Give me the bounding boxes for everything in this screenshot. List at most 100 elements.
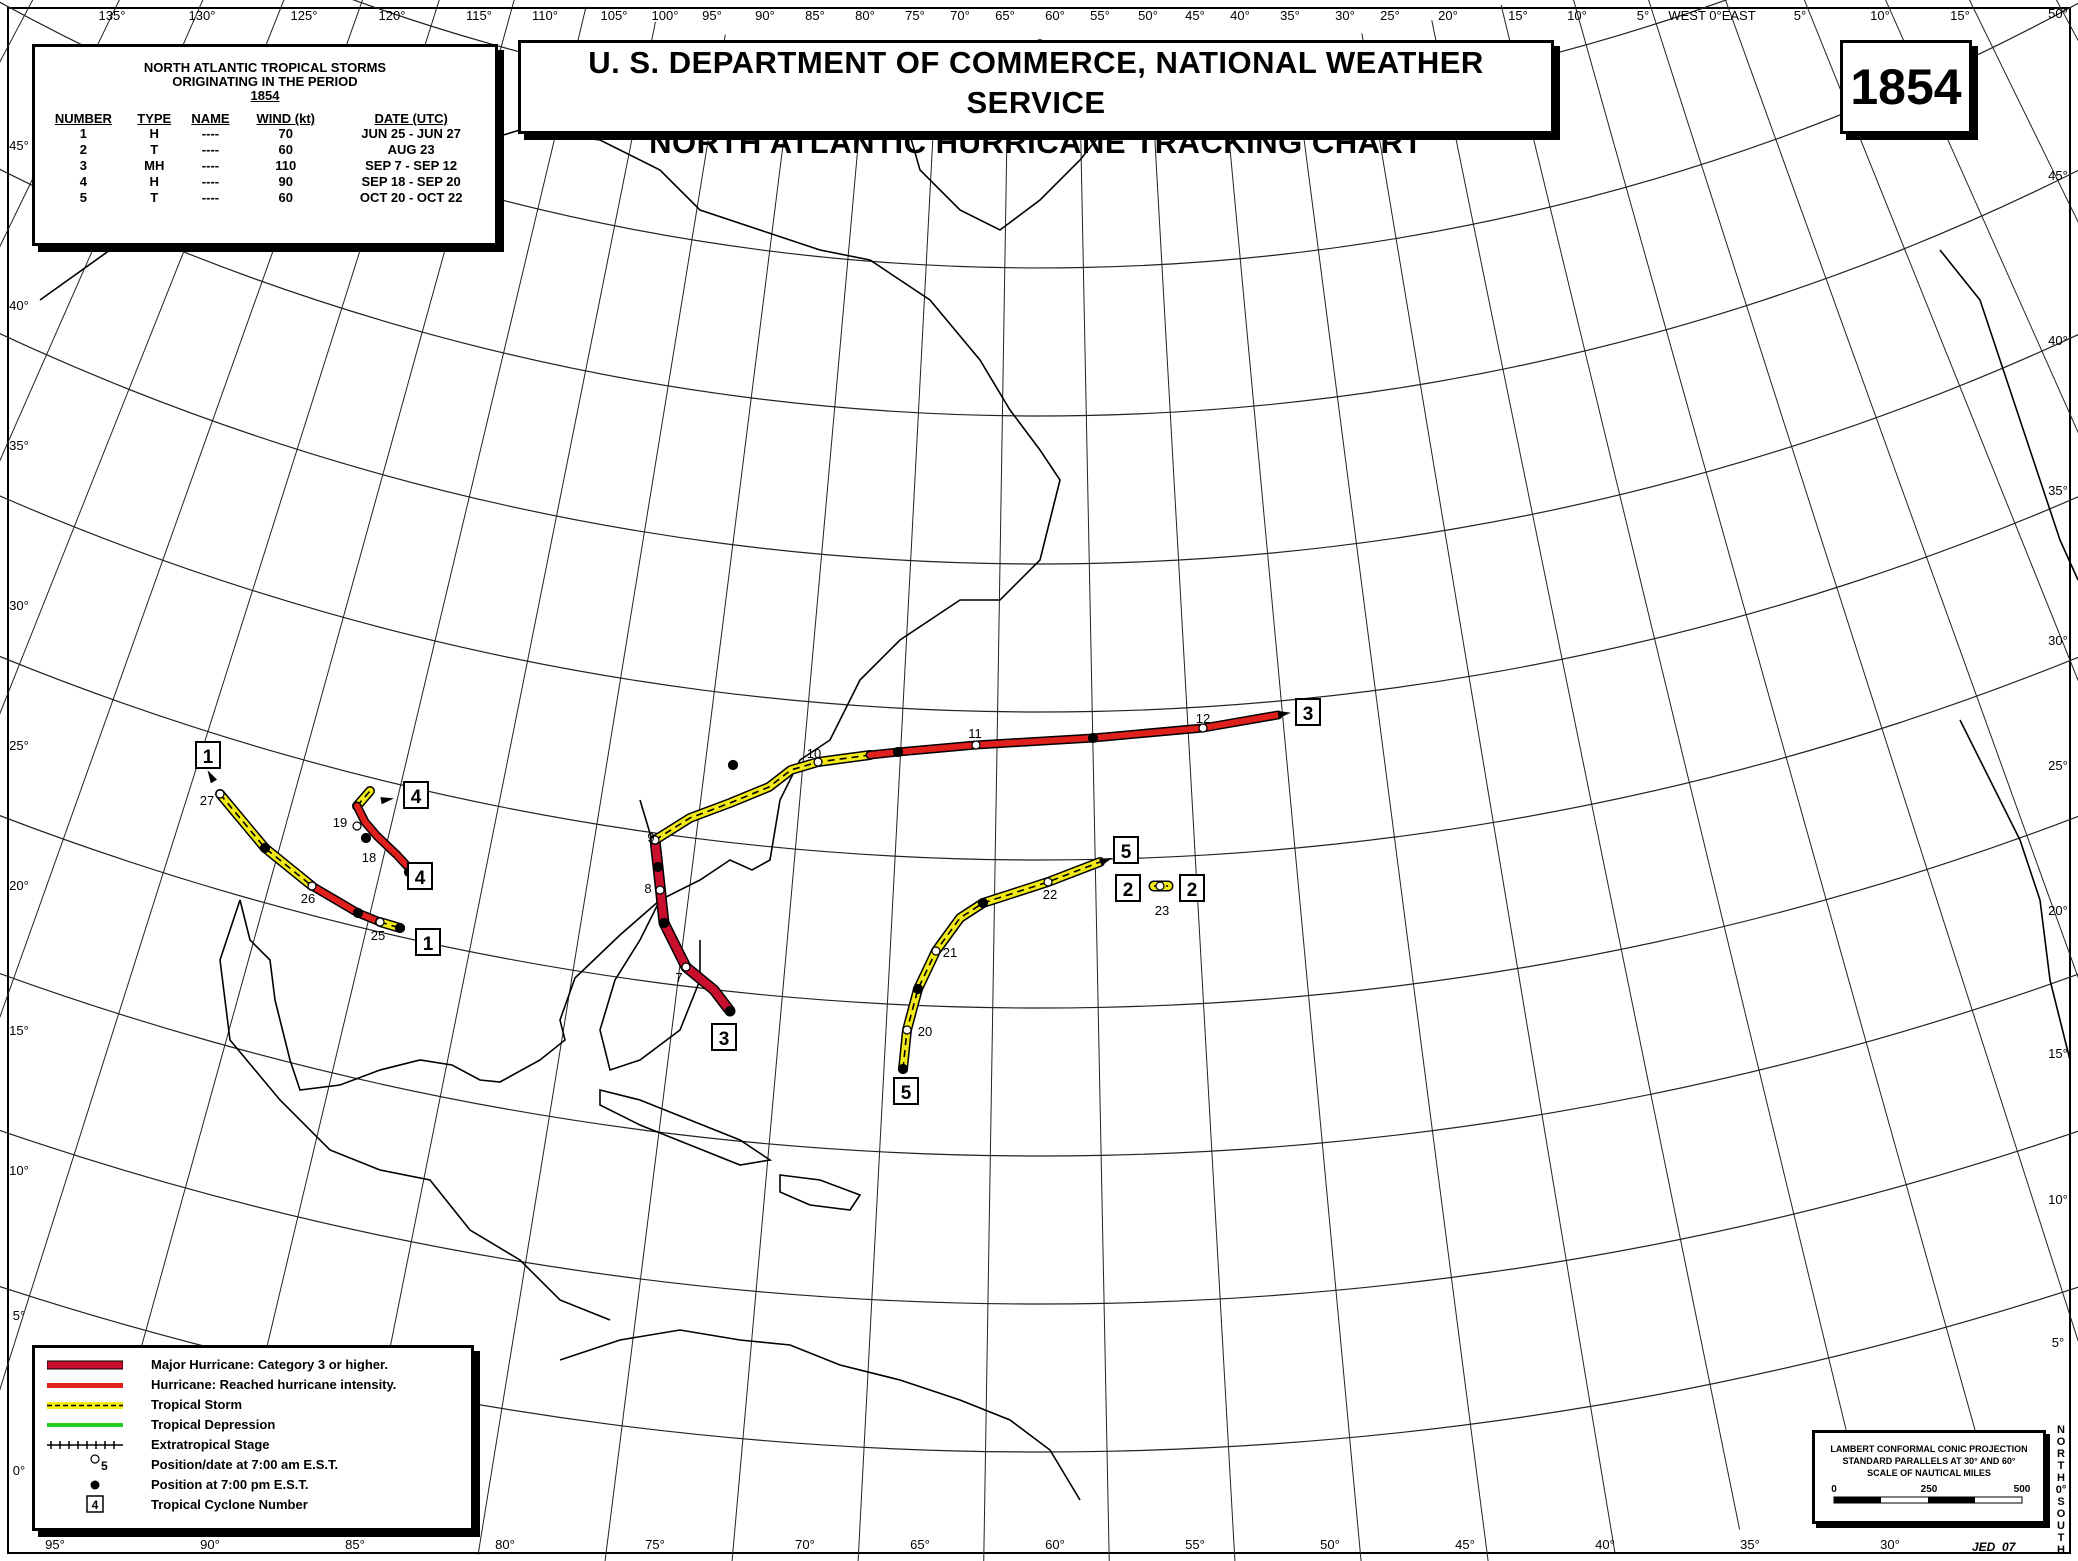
table-cell: ---- [201,174,220,189]
meridian-line [1361,33,1616,1553]
legend-tropical-depression: Tropical Depression [35,1414,471,1434]
scale-bar: 0 250 500 [1831,1484,2031,1504]
projection-box: LAMBERT CONFORMAL CONIC PROJECTION STAND… [1812,1430,2046,1524]
top-longitude-label: 110° [532,8,558,23]
legend-extra-text: Extratropical Stage [151,1437,270,1452]
scale-label-0: 0 [1831,1484,1837,1495]
cyclone-number-label: 3 [1303,704,1314,725]
storm3-ts-track [651,751,874,844]
parallel-line [0,655,2078,861]
hemisphere-char: S [2057,1496,2065,1508]
year-box: 1854 [1840,40,1972,134]
projection-line-3: SCALE OF NAUTICAL MILES [1867,1468,1991,1478]
left-latitude-label: 15° [9,1023,29,1038]
map-frame [7,7,2071,1554]
am-position-marker [655,885,665,895]
am-position-marker [650,835,660,845]
top-longitude-label: 75° [905,8,925,23]
hemisphere-label: N O R T H 0° S O U T H [2054,1424,2068,1556]
bottom-longitude-label: 70° [795,1537,815,1552]
left-latitude-label: 20° [9,878,29,893]
cyclone-number-box [1115,874,1141,902]
meridian-line [1149,56,1236,1561]
am-position-marker [1198,723,1208,733]
meridian-line [983,59,1009,1561]
bottom-longitude-label: 45° [1455,1537,1475,1552]
pm-position-marker [892,746,904,758]
top-longitude-label: 45° [1185,8,1205,23]
pm-position-marker [912,983,924,995]
track-arrow [380,797,394,805]
top-longitude-label: 70° [950,8,970,23]
pm-position-marker [1087,732,1099,744]
bottom-longitude-label: 60° [1045,1537,1065,1552]
legend-am-position: 5 Position/date at 7:00 am E.S.T. [35,1454,471,1474]
meridian-line [1431,20,1741,1530]
cyclone-number-label: 2 [1187,880,1198,901]
hispaniola-coast [779,1174,862,1211]
hemisphere-char: N [2057,1424,2065,1436]
table-cell: 4 [79,174,88,189]
am-position-marker [307,881,317,891]
cuba-coast [599,1088,773,1166]
table-cell: H [149,126,159,141]
col-wind: WIND (kt) [256,111,316,126]
top-longitude-label: 60° [1045,8,1065,23]
top-longitude-label: 50° [1138,8,1158,23]
am-position-marker [902,1025,912,1035]
left-latitude-label: 5° [13,1308,25,1323]
storm-summary-table: NORTH ATLANTIC TROPICAL STORMS ORIGINATI… [32,44,498,246]
am-position-marker [1155,881,1165,891]
bottom-longitude-label: 80° [495,1537,515,1552]
meridian-line [1885,0,2078,434]
top-longitude-label: 130° [189,8,216,23]
cyclone-number-box [403,781,429,809]
top-longitude-label: 30° [1335,8,1355,23]
right-latitude-label: 5° [2052,1335,2064,1350]
legend-num-text: Tropical Cyclone Number [151,1497,308,1512]
scale-label-250: 250 [1921,1484,1938,1495]
hemisphere-char: H [2057,1472,2065,1484]
storm3-date-label: 12 [1196,711,1210,726]
cyclone-number-box [711,1023,737,1051]
cyclone-number-box [407,862,433,890]
cyclone-number-label: 5 [1121,842,1132,863]
storm-table: NUMBER TYPE NAME WIND (kt) DATE (UTC) 1 H… [39,111,491,206]
pm-position-marker [897,1063,909,1075]
table-cell: 90 [278,174,293,189]
top-longitude-label: 25° [1380,8,1400,23]
bottom-longitude-label: 75° [645,1537,665,1552]
bottom-longitude-label: 85° [345,1537,365,1552]
top-longitude-label: 85° [805,8,825,23]
legend-am-sample: 5 [101,1459,108,1472]
top-longitude-label: 5° [1637,8,1649,23]
meridian-line [1291,43,1489,1561]
storm4-date-label: 19 [333,815,347,830]
storm4-hurricane-track [354,803,412,871]
europe-coast [1939,249,2078,581]
table-cell: 110 [275,158,297,173]
projection-line-1: LAMBERT CONFORMAL CONIC PROJECTION [1830,1444,2028,1454]
legend-pm-symbol [90,1480,100,1490]
legend-hurricane-text: Hurricane: Reached hurricane intensity. [151,1377,397,1392]
table-cell: SEP 7 - SEP 12 [365,158,458,173]
legend-tropical-storm: Tropical Storm [35,1394,471,1414]
meridian-line [857,57,938,1561]
legend-major-text: Major Hurricane: Category 3 or higher. [151,1357,388,1372]
track-arrow [1277,710,1291,719]
cyclone-number-box [195,741,221,769]
storm5-date-label: 20 [918,1024,932,1039]
table-heading-line-1: NORTH ATLANTIC TROPICAL STORMS [143,60,387,75]
cyclone-number-label: 1 [203,747,214,768]
pm-position-marker [360,832,372,844]
left-latitude-label: 35° [9,438,29,453]
parallel-line [0,1129,2078,1305]
table-cell: JUN 25 - JUN 27 [361,126,461,141]
pm-position-marker [727,759,739,771]
meridian-line [1220,51,1362,1561]
storm3-date-label: 10 [807,746,821,761]
right-latitude-label: 40° [2048,333,2068,348]
